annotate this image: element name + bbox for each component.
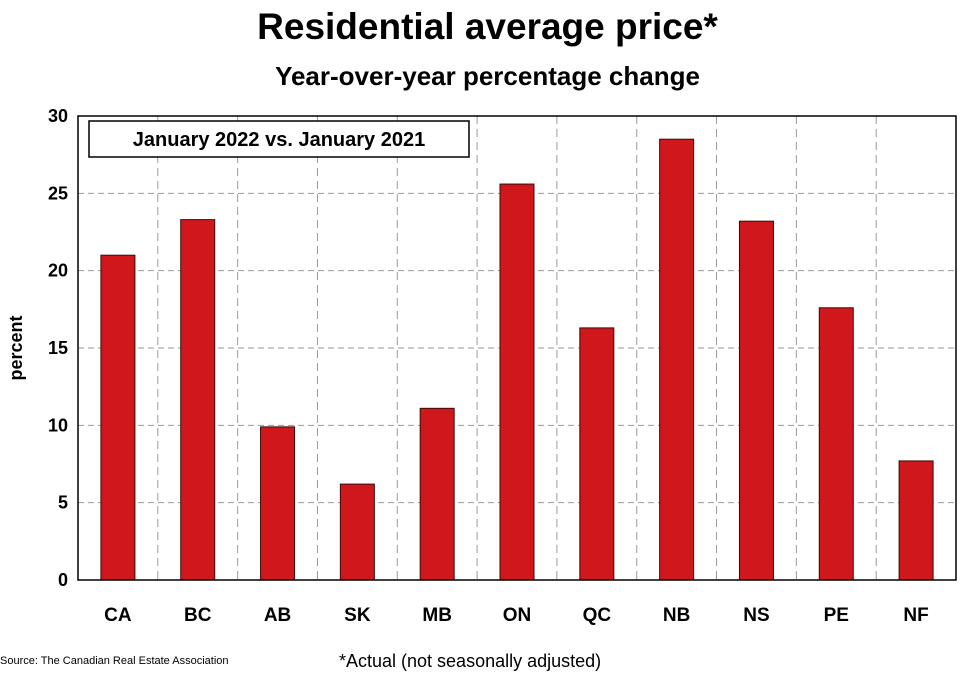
bars [100,138,934,581]
bar-ab [260,426,296,581]
x-tick-label: NF [903,605,928,626]
y-tick-label: 10 [48,415,68,435]
y-axis-label: percent [6,315,26,380]
x-tick-label: ON [503,605,532,626]
bar-ca [100,254,136,581]
chart-subtitle: Year-over-year percentage change [275,61,700,91]
y-tick-label: 5 [58,493,68,513]
bar-bc [180,219,216,581]
bar-sk [339,483,375,581]
x-tick-label: MB [422,605,452,626]
x-tick-label: NS [743,605,769,626]
x-tick-label: QC [583,605,612,626]
legend: January 2022 vs. January 2021 [88,120,470,158]
bar-on [499,183,535,581]
bar-qc [579,327,615,581]
y-tick-label: 0 [58,570,68,590]
grid-lines [78,116,956,580]
y-tick-label: 15 [48,338,68,358]
legend-box [88,120,470,158]
x-tick-label: SK [344,605,371,626]
bar-mb [419,407,455,581]
footnote: *Actual (not seasonally adjusted) [339,651,602,671]
y-tick-label: 25 [48,183,68,203]
y-tick-label: 20 [48,261,68,281]
x-tick-label: PE [824,605,849,626]
y-tick-label: 30 [48,106,68,126]
bar-nf [898,460,934,581]
source-note: Source: The Canadian Real Estate Associa… [0,655,229,667]
bar-nb [659,138,695,581]
bar-pe [818,307,854,581]
x-tick-label: BC [184,605,212,626]
plot-frame [77,115,957,581]
x-tick-label: AB [264,605,291,626]
x-tick-label: CA [104,605,132,626]
chart-title: Residential average price* [257,6,718,47]
x-tick-label: NB [663,605,690,626]
legend-label: January 2022 vs. January 2021 [133,129,425,151]
bar-ns [738,220,774,581]
x-tick-labels: CA BC AB SK MB ON QC NB NS PE NF [104,605,929,626]
y-tick-labels: 0 5 10 15 20 25 30 [48,106,68,590]
